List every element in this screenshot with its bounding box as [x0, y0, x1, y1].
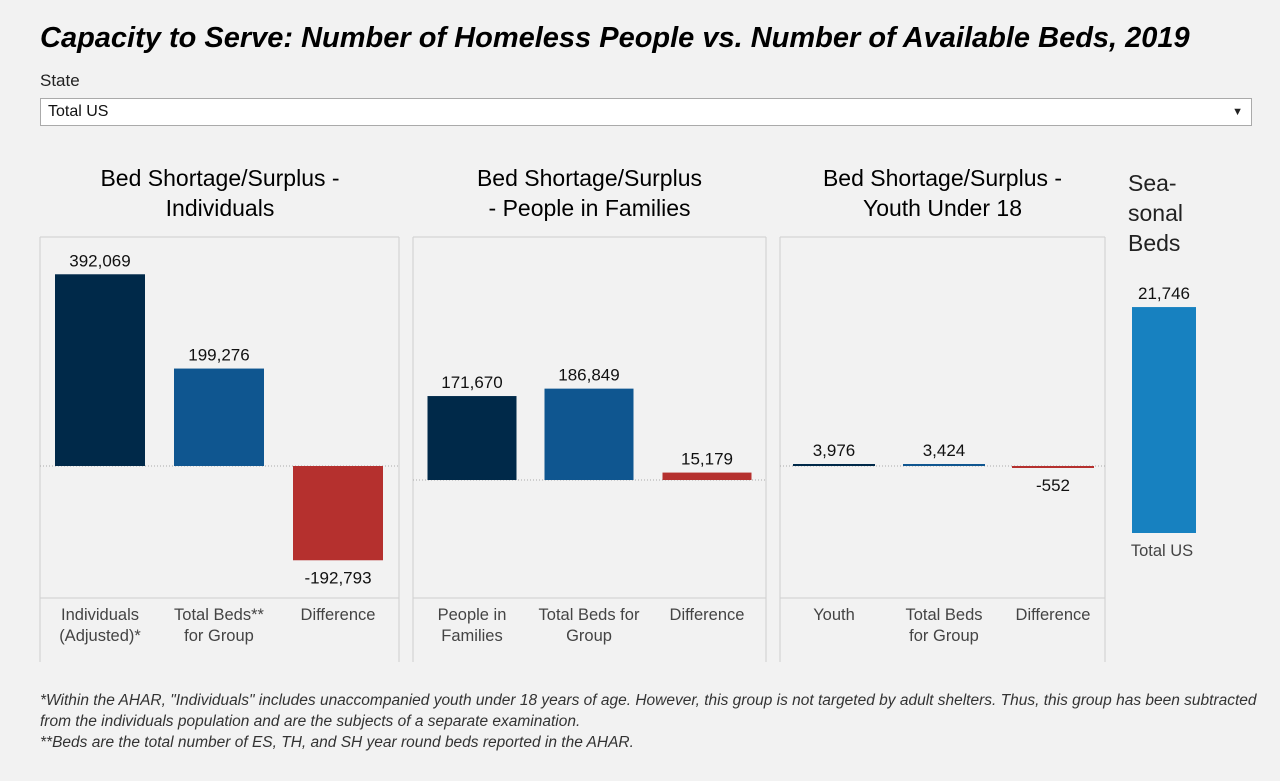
- seasonal-bar-1: [1132, 307, 1196, 533]
- youth-title-line-1: Bed Shortage/Surplus -: [822, 165, 1063, 191]
- individuals-category-label-1-2: (Adjusted)*: [59, 627, 141, 645]
- families-title-line-1: Bed Shortage/Surplus: [476, 165, 703, 191]
- families-category-label-1-1: People in: [438, 606, 507, 624]
- footnotes: *Within the AHAR, "Individuals" includes…: [40, 690, 1260, 753]
- youth-panel-title: Bed Shortage/Surplus - Youth Under 18: [780, 163, 1105, 223]
- youth-category-label-3-1: Difference: [1016, 606, 1091, 624]
- state-select-value: Total US: [48, 103, 109, 120]
- youth-data-label-2: 3,424: [923, 441, 966, 460]
- families-category-label-3-1: Difference: [670, 606, 745, 624]
- youth-bar-2: [903, 464, 985, 466]
- seasonal-data-label-1: 21,746: [1138, 284, 1190, 303]
- families-bar-1: [427, 396, 517, 480]
- youth-data-label-1: 3,976: [813, 441, 856, 460]
- individuals-category-label-3-1: Difference: [301, 606, 376, 624]
- state-select[interactable]: Total US ▼: [40, 98, 1252, 126]
- page-title: Capacity to Serve: Number of Homeless Pe…: [40, 22, 1190, 54]
- individuals-data-label-1: 392,069: [69, 251, 130, 270]
- footnote-beds: **Beds are the total number of ES, TH, a…: [40, 734, 634, 751]
- youth-category-label-1-1: Youth: [813, 606, 855, 624]
- families-category-label-2-2: Group: [566, 627, 612, 645]
- individuals-data-label-2: 199,276: [188, 346, 249, 365]
- state-filter-label: State: [40, 71, 80, 90]
- youth-title-line-2: Youth Under 18: [862, 195, 1022, 221]
- individuals-bar-3: [293, 466, 383, 561]
- families-data-label-1: 171,670: [441, 373, 502, 392]
- chevron-down-icon[interactable]: ▼: [1232, 106, 1243, 118]
- seasonal-category-label-1: Total US: [1131, 542, 1193, 560]
- seasonal-title-line-2: sonal: [1128, 200, 1183, 226]
- youth-bar-1: [793, 464, 875, 466]
- individuals-bar-2: [174, 368, 264, 466]
- footnote-individuals: *Within the AHAR, "Individuals" includes…: [40, 692, 1257, 730]
- individuals-category-label-2-2: for Group: [184, 627, 254, 645]
- youth-category-label-2-1: Total Beds: [905, 606, 982, 624]
- youth-data-label-3: -552: [1036, 476, 1070, 495]
- families-bar-2: [544, 388, 634, 480]
- seasonal-title-line-3: Beds: [1128, 230, 1181, 256]
- families-title-line-2: - People in Families: [488, 195, 691, 221]
- youth-bar-3: [1012, 466, 1094, 468]
- individuals-panel-title: Bed Shortage/Surplus - Individuals: [40, 163, 400, 223]
- individuals-category-label-1-1: Individuals: [61, 606, 139, 624]
- individuals-data-label-3: -192,793: [304, 568, 371, 587]
- families-panel-title: Bed Shortage/Surplus - People in Familie…: [413, 163, 766, 223]
- individuals-title-line-2: Individuals: [165, 195, 275, 221]
- seasonal-title-line-1: Sea-: [1128, 170, 1177, 196]
- seasonal-panel-title: Sea- sonal Beds: [1128, 168, 1183, 258]
- individuals-category-label-2-1: Total Beds**: [174, 606, 264, 624]
- families-data-label-2: 186,849: [558, 366, 619, 385]
- youth-category-label-2-2: for Group: [909, 627, 979, 645]
- families-category-label-2-1: Total Beds for: [539, 606, 640, 624]
- individuals-title-line-1: Bed Shortage/Surplus -: [100, 165, 340, 191]
- individuals-bar-1: [55, 274, 145, 466]
- families-bar-3: [662, 472, 752, 480]
- families-data-label-3: 15,179: [681, 450, 733, 469]
- families-category-label-1-2: Families: [441, 627, 502, 645]
